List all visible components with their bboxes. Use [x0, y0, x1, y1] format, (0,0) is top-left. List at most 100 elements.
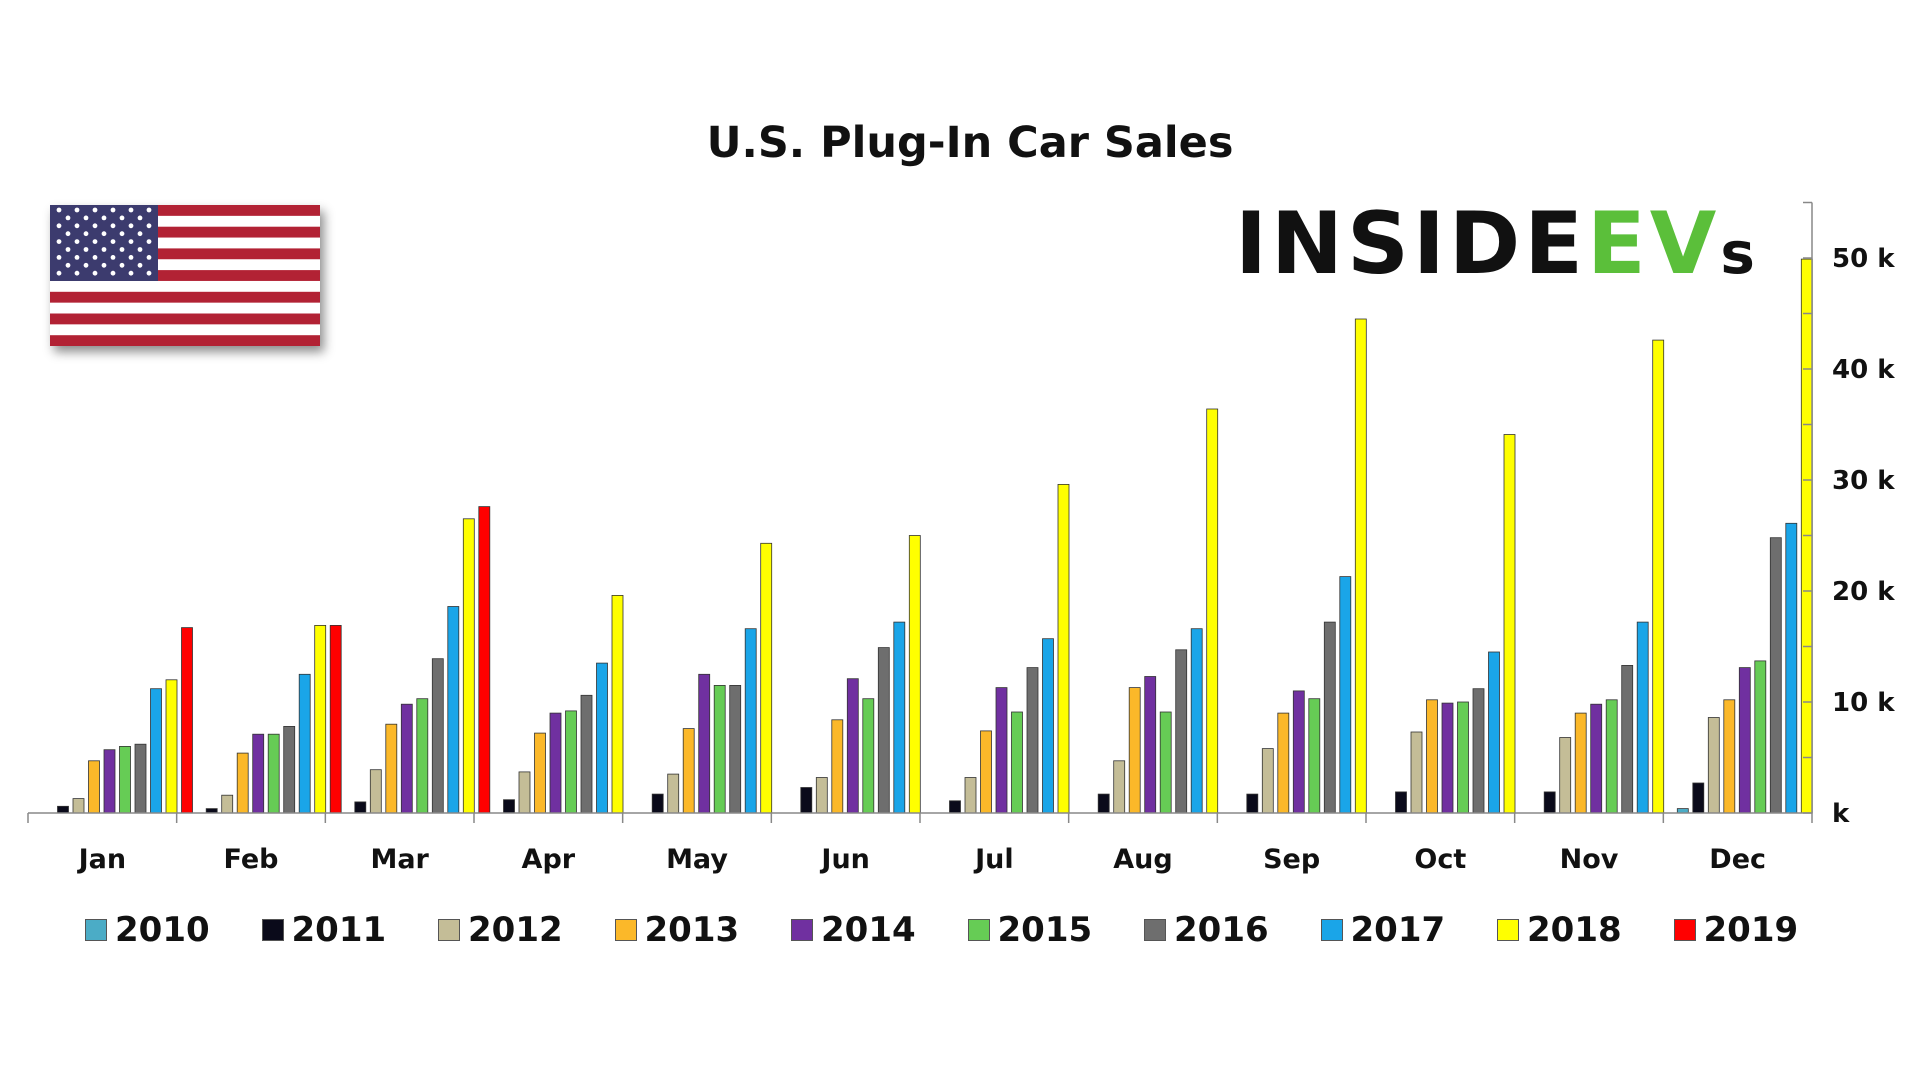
flag-star	[56, 239, 62, 244]
flag-star	[119, 262, 125, 268]
flag-star	[101, 215, 107, 221]
bar-2016-aug	[1175, 649, 1188, 814]
logo-text-green: EV	[1587, 195, 1720, 290]
bar-2013-oct	[1426, 699, 1438, 814]
bar-2012-feb	[221, 794, 234, 814]
flag-star	[137, 215, 143, 221]
flag-star	[146, 239, 152, 244]
flag-star	[128, 270, 134, 276]
x-tick-label-may: May	[666, 844, 728, 875]
bar-2017-feb	[298, 673, 311, 814]
x-tick-label-sep: Sep	[1263, 844, 1320, 875]
bar-2013-sep	[1277, 712, 1290, 814]
legend-swatch	[791, 919, 813, 941]
x-tick-label-jul: Jul	[973, 844, 1014, 875]
bar-2014-jul	[995, 687, 1008, 814]
bar-2019-feb	[329, 625, 342, 814]
legend-label: 2017	[1350, 910, 1446, 950]
legend-label: 2016	[1174, 910, 1269, 950]
flag-star	[92, 223, 98, 229]
bar-2015-dec	[1754, 660, 1767, 814]
logo-text-dark: INSIDE	[1235, 195, 1587, 290]
flag-star	[119, 215, 125, 221]
legend-item-2019: 2019	[1673, 905, 1798, 955]
bar-2018-jun	[908, 535, 921, 814]
chart-legend: 2010 2011 2012 2013 2014 2015 2016 2017 2018 2019	[0, 905, 1920, 955]
flag-stars	[56, 207, 152, 276]
flag-star	[137, 262, 143, 268]
svg-text:INSIDEEVs: INSIDEEVs	[1235, 195, 1755, 290]
legend-swatch	[967, 919, 990, 941]
flag-star	[56, 255, 62, 260]
bar-2016-mar	[431, 658, 444, 814]
flag-star	[74, 255, 80, 260]
bar-2013-jun	[831, 719, 844, 814]
flag-star	[110, 239, 116, 244]
bar-2012-jan	[72, 798, 85, 814]
x-tick-label-oct: Oct	[1414, 844, 1466, 875]
bar-2018-feb	[314, 625, 327, 814]
bar-2016-dec	[1769, 537, 1782, 814]
bar-2018-oct	[1503, 434, 1516, 814]
bar-2011-dec	[1692, 782, 1705, 814]
bar-2018-may	[760, 542, 773, 814]
bar-2015-nov	[1605, 699, 1618, 814]
flag-star	[92, 239, 98, 244]
bar-2014-jun	[846, 678, 859, 814]
bar-2017-nov	[1636, 621, 1649, 814]
bar-2016-nov	[1621, 665, 1634, 814]
bar-2018-mar	[462, 518, 475, 814]
flag-star	[128, 223, 134, 229]
flag-stripes	[50, 205, 320, 346]
bar-2014-mar	[400, 703, 413, 814]
bar-2015-sep	[1308, 698, 1321, 814]
bar-2016-may	[729, 685, 742, 814]
flag-star	[83, 231, 89, 237]
flag-star	[74, 223, 80, 229]
bar-2014-dec	[1738, 667, 1751, 814]
bar-2017-dec	[1785, 522, 1798, 814]
x-tick-label-mar: Mar	[370, 844, 429, 875]
legend-swatch	[1673, 919, 1696, 941]
bar-2012-mar	[369, 769, 382, 814]
legend-label: 2018	[1527, 910, 1622, 950]
legend-swatch	[438, 919, 460, 941]
flag-star	[101, 247, 107, 252]
y-tick-label: 10 k	[1832, 688, 1895, 718]
bar-2015-aug	[1159, 711, 1172, 814]
bar-2011-aug	[1097, 793, 1110, 814]
bar-2014-sep	[1292, 690, 1305, 814]
x-tick-label-aug: Aug	[1113, 844, 1172, 875]
x-tick-label-nov: Nov	[1560, 844, 1619, 875]
bar-2011-oct	[1395, 791, 1407, 814]
flag-star	[83, 215, 89, 221]
legend-label: 2014	[821, 910, 916, 950]
y-tick-label: 50 k	[1832, 244, 1895, 274]
bar-2013-nov	[1574, 712, 1587, 814]
flag-star	[128, 239, 134, 244]
flag-star	[83, 262, 89, 268]
chart-title: U.S. Plug-In Car Sales	[706, 118, 1234, 168]
bar-2013-dec	[1723, 699, 1736, 814]
legend-label: 2010	[115, 910, 210, 950]
legend-item-2013: 2013	[614, 905, 739, 955]
bar-2013-feb	[236, 752, 249, 814]
bar-2017-jul	[1042, 638, 1054, 814]
bar-2017-jun	[893, 621, 906, 814]
bar-2011-jun	[800, 787, 813, 814]
legend-item-2014: 2014	[791, 905, 916, 955]
bar-2014-oct	[1441, 702, 1454, 814]
bar-2017-oct	[1488, 651, 1500, 814]
flag-star	[92, 255, 98, 260]
bar-2011-mar	[354, 801, 367, 814]
logo-text-small: s	[1720, 219, 1755, 287]
bar-2014-apr	[549, 712, 562, 814]
flag-star	[119, 231, 125, 237]
bar-2013-mar	[385, 723, 398, 814]
bar-2018-aug	[1206, 408, 1219, 814]
bar-2017-may	[744, 628, 757, 814]
bar-2015-jun	[862, 698, 875, 814]
legend-swatch	[614, 919, 637, 941]
x-tick-label-jun: Jun	[819, 844, 870, 875]
flag-star	[128, 207, 134, 213]
